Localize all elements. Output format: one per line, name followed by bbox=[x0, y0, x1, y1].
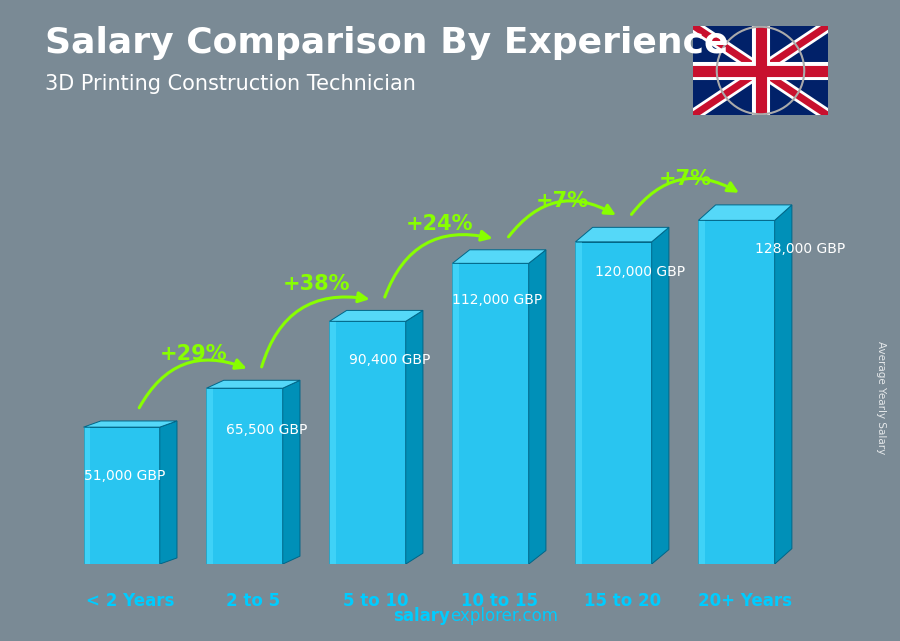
Bar bbox=[206, 388, 212, 564]
Text: 51,000 GBP: 51,000 GBP bbox=[84, 469, 165, 483]
Bar bbox=[84, 427, 160, 564]
Polygon shape bbox=[775, 205, 792, 564]
Text: +38%: +38% bbox=[283, 274, 350, 294]
Bar bbox=[206, 388, 283, 564]
Text: +7%: +7% bbox=[659, 169, 712, 189]
Text: 10 to 15: 10 to 15 bbox=[461, 592, 537, 610]
Text: +7%: +7% bbox=[536, 191, 590, 212]
Text: 20+ Years: 20+ Years bbox=[698, 592, 792, 610]
Text: 15 to 20: 15 to 20 bbox=[583, 592, 661, 610]
Text: Average Yearly Salary: Average Yearly Salary bbox=[877, 341, 886, 454]
Bar bbox=[698, 221, 705, 564]
Bar bbox=[453, 263, 528, 564]
Polygon shape bbox=[283, 380, 300, 564]
Polygon shape bbox=[329, 310, 423, 321]
Bar bbox=[698, 221, 775, 564]
Text: 2 to 5: 2 to 5 bbox=[226, 592, 280, 610]
Polygon shape bbox=[406, 310, 423, 564]
Polygon shape bbox=[698, 205, 792, 221]
Polygon shape bbox=[575, 228, 669, 242]
Text: 90,400 GBP: 90,400 GBP bbox=[349, 353, 430, 367]
Bar bbox=[575, 242, 581, 564]
Bar bbox=[84, 427, 90, 564]
Text: 3D Printing Construction Technician: 3D Printing Construction Technician bbox=[45, 74, 416, 94]
Text: explorer.com: explorer.com bbox=[450, 607, 558, 625]
Text: +24%: +24% bbox=[406, 213, 473, 234]
Text: 5 to 10: 5 to 10 bbox=[344, 592, 409, 610]
Bar bbox=[575, 242, 652, 564]
Polygon shape bbox=[160, 421, 177, 564]
Bar bbox=[329, 321, 406, 564]
Polygon shape bbox=[206, 380, 300, 388]
Text: +29%: +29% bbox=[160, 344, 228, 364]
Polygon shape bbox=[528, 250, 546, 564]
Text: Salary Comparison By Experience: Salary Comparison By Experience bbox=[45, 26, 728, 60]
Text: 120,000 GBP: 120,000 GBP bbox=[595, 265, 685, 279]
Bar bbox=[453, 263, 459, 564]
Text: salary: salary bbox=[393, 607, 450, 625]
Polygon shape bbox=[453, 250, 546, 263]
Text: 112,000 GBP: 112,000 GBP bbox=[453, 293, 543, 307]
Text: < 2 Years: < 2 Years bbox=[86, 592, 175, 610]
Polygon shape bbox=[84, 421, 177, 427]
Polygon shape bbox=[652, 228, 669, 564]
Bar bbox=[329, 321, 336, 564]
Text: 128,000 GBP: 128,000 GBP bbox=[755, 242, 845, 256]
Text: 65,500 GBP: 65,500 GBP bbox=[226, 423, 308, 437]
